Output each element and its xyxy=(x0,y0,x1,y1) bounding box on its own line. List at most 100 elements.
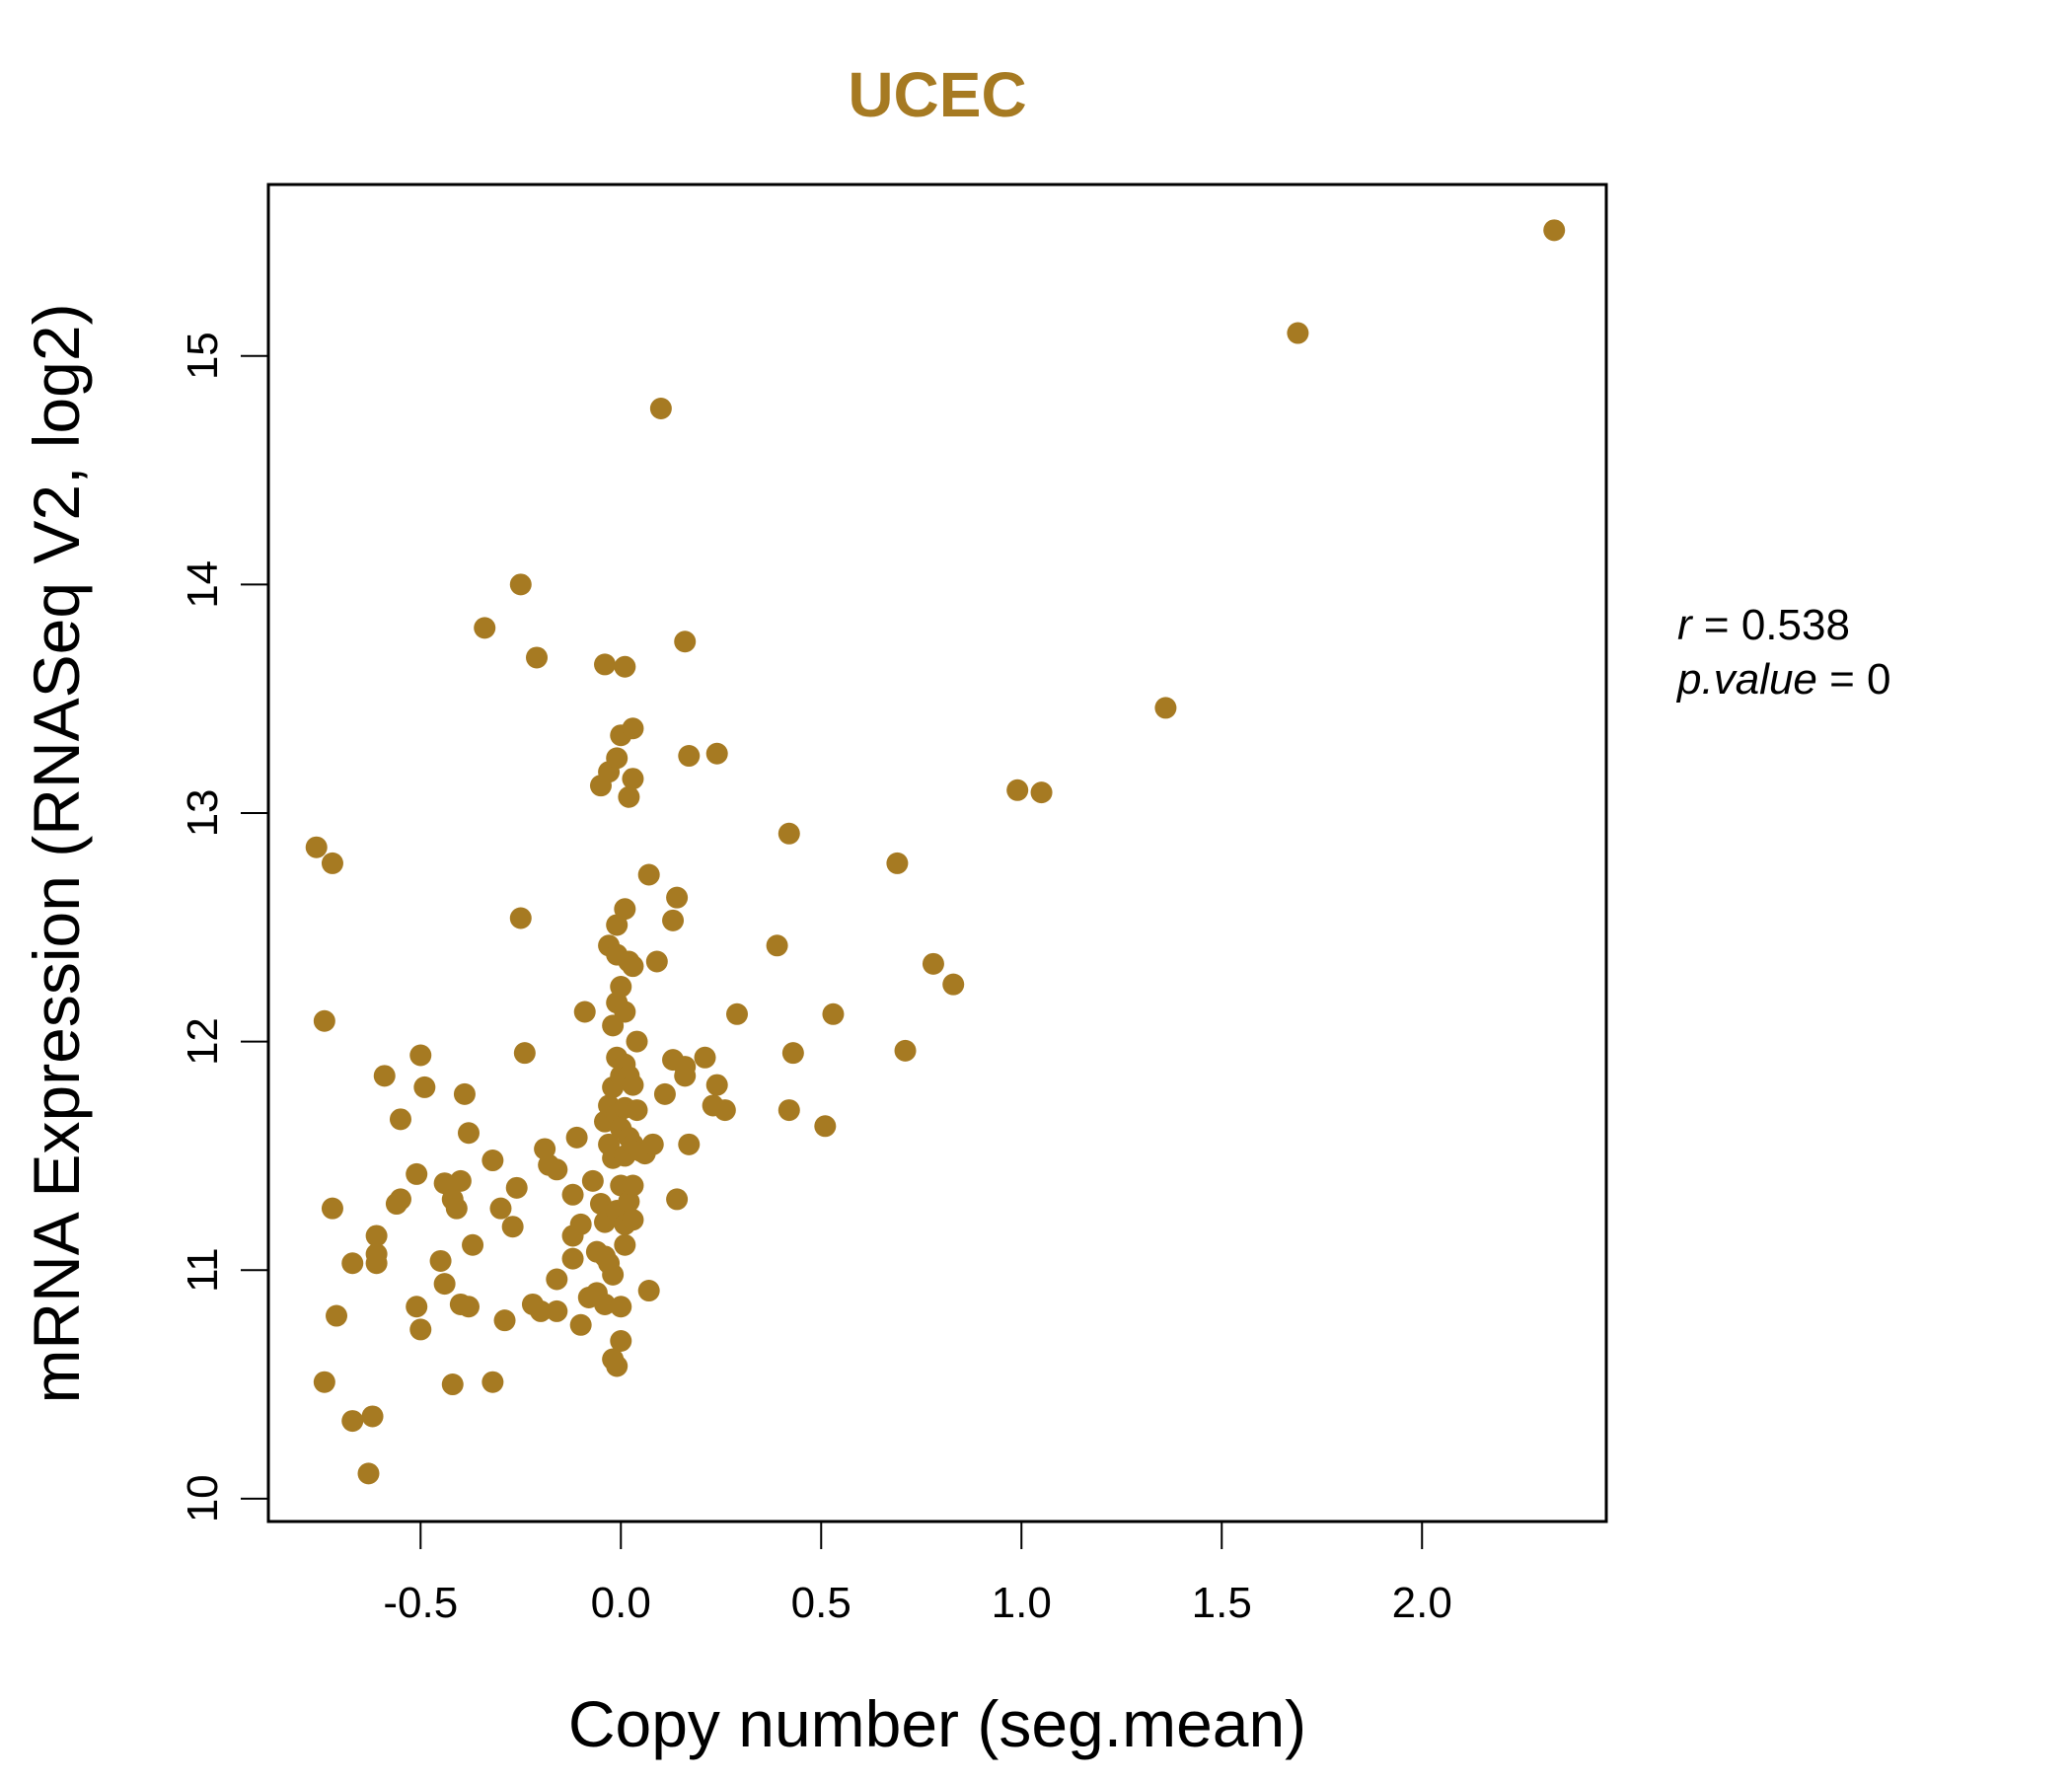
x-tick-label: 1.0 xyxy=(992,1579,1052,1627)
p-annotation: p.value = 0 xyxy=(1675,655,1891,704)
data-point xyxy=(653,1082,676,1105)
data-point xyxy=(413,1076,436,1098)
data-point xyxy=(622,955,644,978)
data-point xyxy=(594,1293,617,1315)
data-point xyxy=(814,1115,837,1138)
data-point xyxy=(457,1296,480,1318)
data-point xyxy=(481,1150,504,1172)
data-point xyxy=(341,1252,364,1275)
data-point xyxy=(614,898,636,921)
data-point xyxy=(389,1108,411,1131)
data-point xyxy=(429,1249,452,1272)
y-axis: 10 11 12 13 14 15 xyxy=(179,332,269,1522)
data-point xyxy=(694,1046,716,1069)
x-tick-label: 0.5 xyxy=(791,1579,851,1627)
y-tick-label: 14 xyxy=(179,560,227,609)
data-point xyxy=(474,617,496,639)
data-point xyxy=(546,1268,568,1291)
y-tick-label: 13 xyxy=(179,788,227,837)
data-point xyxy=(513,1042,536,1065)
data-point xyxy=(641,1133,664,1155)
data-point xyxy=(713,1099,736,1122)
data-point xyxy=(766,934,788,957)
data-point xyxy=(1543,219,1566,242)
data-point xyxy=(441,1373,464,1396)
data-point xyxy=(561,1247,584,1270)
data-point xyxy=(777,822,800,845)
data-point xyxy=(313,1009,335,1032)
data-point xyxy=(606,1355,629,1377)
data-point xyxy=(481,1371,504,1393)
data-point xyxy=(726,1002,749,1025)
data-point xyxy=(610,1330,632,1353)
data-point xyxy=(581,1169,604,1192)
r-equals: = xyxy=(1704,601,1741,649)
y-tick-label: 12 xyxy=(179,1017,227,1066)
data-point xyxy=(406,1296,428,1318)
data-point xyxy=(573,1001,596,1023)
data-point xyxy=(449,1169,472,1192)
data-point xyxy=(666,1188,689,1211)
data-point xyxy=(357,1462,380,1485)
x-axis-label: Copy number (seg.mean) xyxy=(568,1687,1306,1760)
x-axis: -0.5 0.0 0.5 1.0 1.5 2.0 xyxy=(383,1521,1452,1627)
data-point xyxy=(433,1273,456,1296)
data-point xyxy=(705,742,728,765)
data-point xyxy=(894,1039,917,1062)
data-point xyxy=(1006,779,1029,801)
data-point xyxy=(406,1162,428,1185)
data-points xyxy=(305,219,1566,1485)
data-point xyxy=(678,1133,701,1155)
data-point xyxy=(569,1313,592,1336)
data-point xyxy=(409,1318,432,1341)
data-point xyxy=(922,952,944,975)
data-point xyxy=(606,914,629,936)
p-value: 0 xyxy=(1867,655,1890,704)
data-point xyxy=(618,785,640,808)
r-label: r xyxy=(1677,601,1694,649)
data-point xyxy=(433,1172,456,1195)
x-tick-label: -0.5 xyxy=(383,1579,458,1627)
data-point xyxy=(389,1188,411,1211)
data-point xyxy=(546,1299,568,1322)
data-point xyxy=(326,1304,348,1327)
data-point xyxy=(622,1174,644,1197)
data-point xyxy=(361,1405,384,1428)
data-point xyxy=(622,717,644,740)
data-point xyxy=(822,1002,845,1025)
x-tick-label: 1.5 xyxy=(1192,1579,1252,1627)
data-point xyxy=(674,631,697,653)
data-point xyxy=(622,768,644,790)
r-value: 0.538 xyxy=(1741,601,1850,649)
data-point xyxy=(622,1209,644,1231)
data-point xyxy=(489,1197,512,1220)
data-point xyxy=(1154,697,1177,719)
data-point xyxy=(445,1197,468,1220)
data-point xyxy=(614,1233,636,1256)
data-point xyxy=(594,653,617,676)
data-point xyxy=(1287,322,1309,344)
data-point xyxy=(626,1030,648,1053)
data-point xyxy=(321,1197,343,1220)
y-tick-label: 11 xyxy=(179,1247,227,1293)
data-point xyxy=(313,1371,335,1393)
p-equals: = xyxy=(1829,655,1867,704)
data-point xyxy=(637,1280,660,1302)
data-point xyxy=(637,863,660,886)
data-point xyxy=(614,1001,636,1023)
data-point xyxy=(365,1243,388,1265)
data-point xyxy=(705,1074,728,1096)
data-point xyxy=(341,1410,364,1433)
data-point xyxy=(622,1074,644,1096)
data-point xyxy=(942,973,965,996)
data-point xyxy=(509,907,532,929)
data-point xyxy=(321,852,343,874)
data-point xyxy=(409,1044,432,1067)
data-point xyxy=(674,1056,697,1078)
data-point xyxy=(565,1126,588,1149)
data-point xyxy=(777,1099,800,1122)
data-point xyxy=(678,745,701,768)
data-point xyxy=(645,950,668,973)
